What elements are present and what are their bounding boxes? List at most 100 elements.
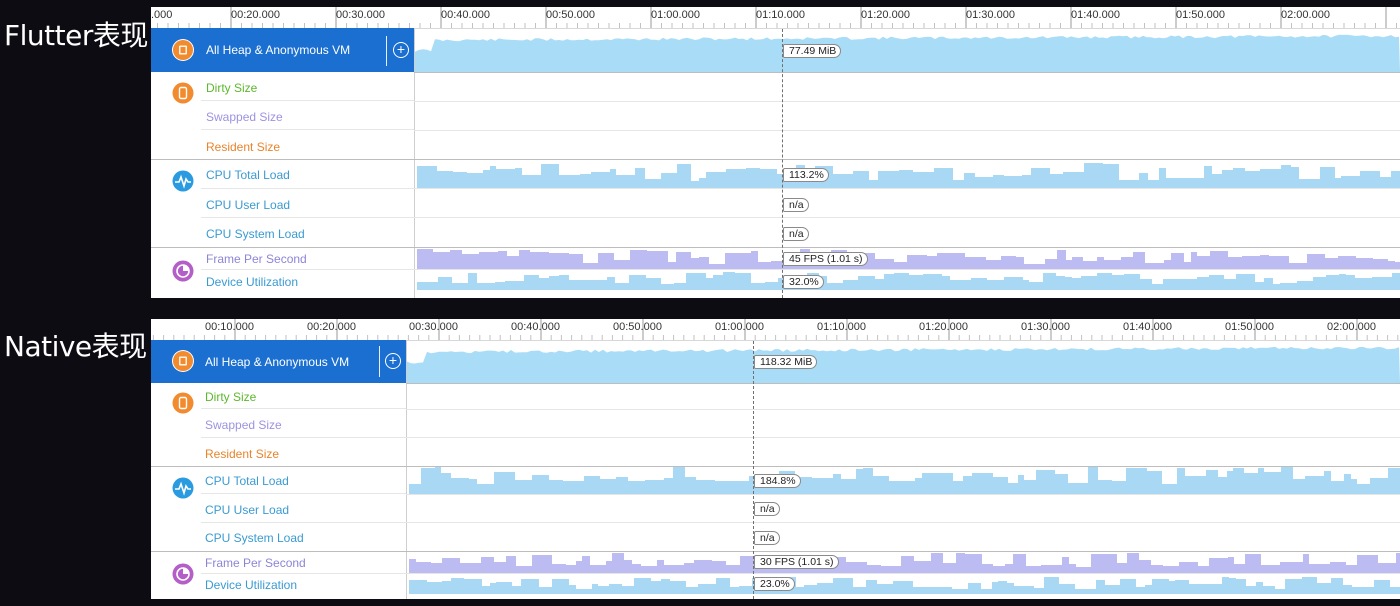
activity-bar — [1280, 562, 1288, 573]
activity-bar — [1339, 274, 1346, 290]
activity-bar — [964, 173, 975, 188]
activity-bar — [965, 554, 982, 573]
instrument-row-heap[interactable]: All Heap & Anonymous VM + — [151, 340, 406, 383]
activity-bar — [629, 275, 646, 290]
memory-area — [407, 346, 1400, 383]
cpu-total-label[interactable]: CPU Total Load — [206, 168, 290, 182]
cpu-total-label[interactable]: CPU Total Load — [205, 474, 289, 488]
activity-bar — [634, 578, 651, 594]
activity-bar — [1007, 583, 1014, 594]
activity-bar — [1303, 554, 1309, 573]
activity-bar — [460, 563, 481, 573]
graph-plot — [409, 577, 1400, 594]
cpu-total-graph[interactable] — [407, 467, 1400, 494]
heap-graph[interactable] — [407, 341, 1400, 383]
activity-bar — [641, 566, 657, 573]
activity-bar — [539, 278, 549, 290]
device-utilization-graph[interactable] — [407, 575, 1400, 594]
cpu-system-label[interactable]: CPU System Load — [206, 227, 305, 241]
activity-bar — [1275, 589, 1285, 594]
activity-bar — [612, 553, 624, 573]
activity-bar — [963, 476, 972, 494]
activity-bar — [1031, 168, 1050, 188]
dirty-size-label[interactable]: Dirty Size — [206, 81, 258, 95]
activity-bar — [1024, 480, 1036, 494]
activity-bar — [1395, 262, 1400, 269]
activity-bar — [582, 556, 590, 573]
activity-bar — [1291, 167, 1299, 188]
activity-bar — [673, 467, 685, 494]
activity-bar — [464, 579, 482, 594]
fps-graph[interactable] — [407, 552, 1400, 573]
activity-bar — [664, 478, 673, 494]
activity-bar — [614, 260, 630, 269]
activity-bar — [563, 481, 584, 494]
activity-bar — [1097, 257, 1104, 269]
activity-bar — [1260, 255, 1269, 269]
activity-bar — [1331, 481, 1344, 494]
activity-bar — [735, 273, 751, 290]
device-utilization-label[interactable]: Device Utilization — [205, 578, 298, 592]
cpu-user-label[interactable]: CPU User Load — [206, 198, 291, 212]
activity-bar — [1197, 277, 1209, 290]
swapped-size-label[interactable]: Swapped Size — [205, 418, 282, 432]
activity-bar — [1057, 250, 1066, 269]
activity-bar — [956, 553, 965, 573]
heap-value-flag: 77.49 MiB — [783, 44, 842, 58]
activity-bar — [730, 587, 739, 594]
ruler-label: 01:10.000 — [756, 9, 805, 21]
track-divider — [414, 72, 1400, 73]
swapped-size-label[interactable]: Swapped Size — [206, 110, 283, 124]
activity-bar — [1218, 477, 1227, 494]
activity-bar — [1169, 581, 1175, 594]
inspection-cursor[interactable] — [782, 29, 783, 298]
activity-bar — [433, 252, 450, 269]
graph-plot — [417, 249, 1400, 269]
row-divider — [201, 269, 414, 270]
activity-bar — [1004, 176, 1022, 188]
activity-bar — [450, 250, 462, 269]
activity-bar — [1059, 584, 1075, 594]
add-icon[interactable]: + — [385, 353, 401, 369]
heap-label: All Heap & Anonymous VM — [206, 43, 351, 57]
activity-bar — [903, 481, 915, 494]
activity-bar — [1245, 171, 1260, 188]
inspection-cursor[interactable] — [753, 341, 754, 599]
activity-bar — [1392, 273, 1400, 290]
fps-graph[interactable] — [415, 248, 1400, 269]
add-icon[interactable]: + — [393, 42, 409, 58]
instruments-panel-flutter: .000 00:20.000 00:30.000 00:40.000 00:50… — [151, 7, 1400, 298]
activity-bar — [1269, 256, 1289, 269]
activity-bar — [1063, 172, 1074, 188]
activity-bar — [716, 578, 730, 594]
resident-size-label[interactable]: Resident Size — [206, 140, 281, 154]
activity-bar — [993, 477, 1008, 494]
heap-graph[interactable] — [415, 29, 1400, 72]
activity-bar — [1281, 467, 1293, 494]
activity-bar — [1343, 585, 1352, 594]
dirty-size-label[interactable]: Dirty Size — [205, 390, 257, 404]
activity-bar — [893, 581, 913, 594]
activity-bar — [1324, 471, 1331, 494]
device-utilization-label[interactable]: Device Utilization — [206, 275, 299, 289]
device-utilization-graph[interactable] — [415, 271, 1400, 290]
activity-bar — [913, 587, 928, 594]
track-divider — [406, 437, 1400, 438]
cpu-user-label[interactable]: CPU User Load — [205, 503, 290, 517]
activity-bar — [532, 555, 552, 573]
timeline-ruler[interactable]: .000 00:20.000 00:30.000 00:40.000 00:50… — [151, 7, 1400, 29]
activity-bar — [569, 585, 576, 594]
fps-label[interactable]: Frame Per Second — [205, 556, 306, 570]
timeline-ruler[interactable]: 00:10.000 00:20.000 00:30.000 00:40.000 … — [151, 319, 1400, 341]
resident-size-label[interactable]: Resident Size — [205, 447, 280, 461]
cpu-system-label[interactable]: CPU System Load — [205, 531, 304, 545]
activity-bar — [992, 582, 998, 594]
heap-label: All Heap & Anonymous VM — [205, 355, 350, 369]
activity-bar — [668, 262, 676, 269]
group-divider — [151, 247, 414, 248]
activity-bar — [559, 275, 569, 290]
instrument-row-heap[interactable]: All Heap & Anonymous VM + — [151, 28, 414, 72]
fps-label[interactable]: Frame Per Second — [206, 252, 307, 266]
cpu-total-graph[interactable] — [415, 162, 1400, 188]
activity-bar — [441, 473, 451, 494]
